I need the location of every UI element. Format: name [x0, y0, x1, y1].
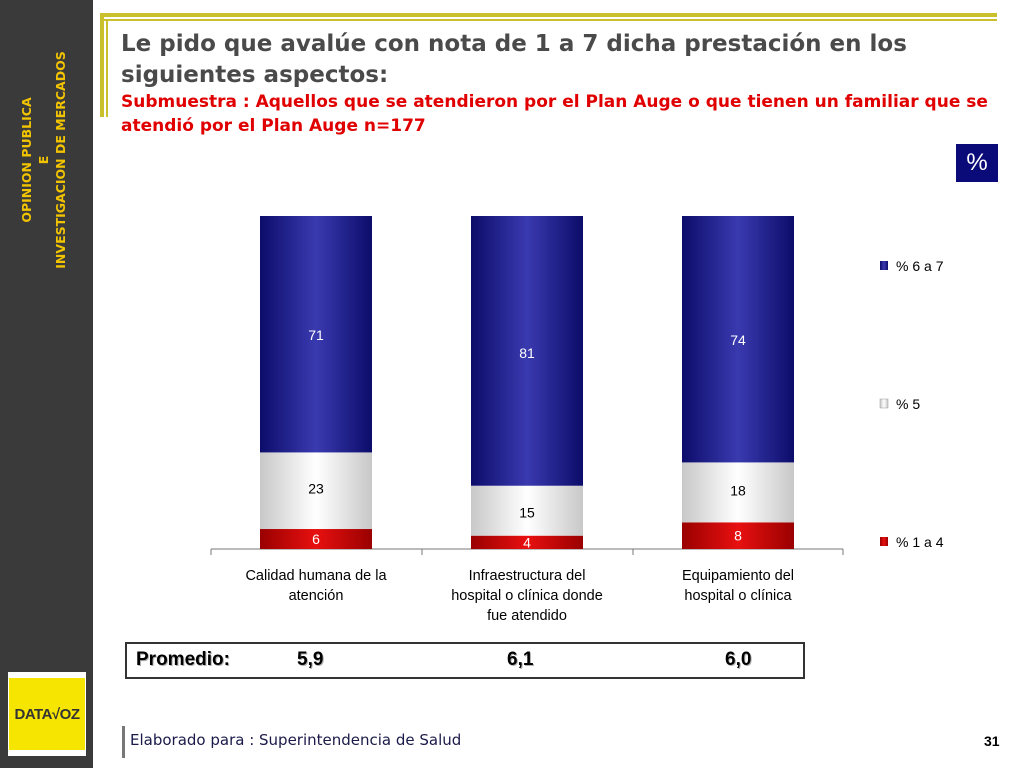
promedio-value-2: 6,1: [507, 649, 534, 670]
category-label: Infraestructura del: [469, 568, 586, 584]
data-label: 18: [730, 482, 746, 498]
data-label: 23: [308, 481, 324, 497]
promedio-value-1: 5,9: [297, 649, 324, 670]
legend-swatch: [880, 537, 888, 546]
bar-segment: [260, 452, 372, 530]
data-label: 6: [312, 531, 320, 547]
promedio-box: [125, 642, 805, 679]
bar-segment: [682, 216, 794, 463]
bar-segment: [260, 216, 372, 453]
data-label: 71: [308, 327, 324, 343]
category-label: Calidad humana de la: [245, 568, 387, 584]
promedio-value-3: 6,0: [725, 649, 752, 670]
footer-text: Elaborado para : Superintendencia de Sal…: [130, 731, 462, 749]
logo-text: DATA√OZ: [9, 678, 85, 750]
bar-segment: [471, 535, 583, 549]
legend-label: % 1 a 4: [896, 534, 944, 550]
stacked-bar-chart: 6 23 71 Calidad humana de la atención 4 15 81 In…: [210, 216, 944, 624]
bar-segment: [471, 485, 583, 536]
header-rule-left-thin: [106, 19, 108, 117]
datavoz-logo: DATA√OZ: [8, 672, 86, 756]
data-label: 74: [730, 332, 746, 348]
legend-swatch: [879, 398, 889, 409]
legend-label: % 5: [896, 396, 920, 412]
bar-segment: [260, 529, 372, 549]
category-label: hospital o clínica donde: [451, 588, 603, 604]
sidebar: OPINION PUBLICA E INVESTIGACION DE MERCA…: [0, 0, 93, 768]
data-label: 4: [523, 534, 531, 550]
legend-label: % 6 a 7: [896, 258, 944, 274]
promedio-label: Promedio:: [136, 649, 230, 670]
data-label: 81: [519, 345, 535, 361]
footer-divider: [122, 726, 125, 758]
header-rule-top: [100, 13, 997, 17]
category-label: atención: [289, 588, 344, 604]
data-label: 15: [519, 505, 535, 521]
page-number: 31: [984, 733, 1000, 749]
category-label: Equipamiento del: [682, 568, 794, 584]
page-title: Le pido que avalúe con nota de 1 a 7 dic…: [121, 31, 907, 88]
percent-badge: %: [956, 144, 998, 182]
bar-segment: [471, 216, 583, 486]
data-label: 8: [734, 528, 742, 544]
header-rule-top-thin: [100, 19, 997, 21]
legend-swatch: [880, 261, 888, 270]
bar-segment: [682, 462, 794, 523]
header-rule-left: [100, 13, 104, 117]
page-subtitle: Submuestra : Aquellos que se atendieron …: [121, 92, 988, 136]
category-label: fue atendido: [487, 608, 567, 624]
category-label: hospital o clínica: [684, 588, 792, 604]
bar-segment: [682, 522, 794, 549]
